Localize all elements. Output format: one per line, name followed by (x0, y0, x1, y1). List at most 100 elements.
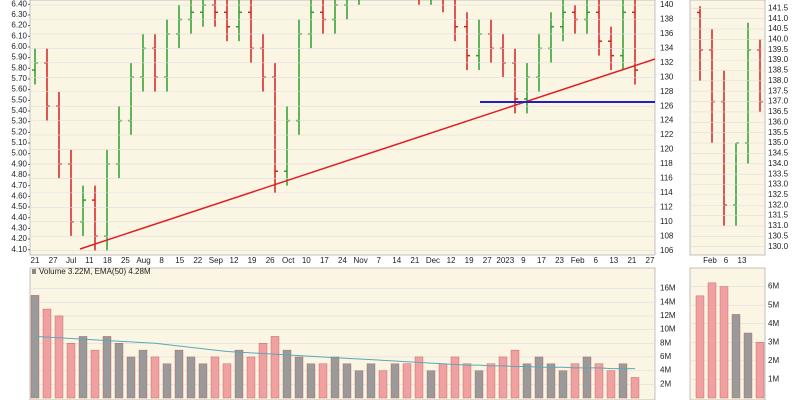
x-tick-label: Nov (353, 256, 367, 265)
y-tick-label: 118 (660, 159, 673, 168)
left-tick-label: 4.20 (11, 234, 27, 243)
x-tick-label: Oct (282, 256, 295, 265)
volume-bar (174, 349, 184, 399)
left-tick-label: 5.30 (11, 117, 27, 126)
x-tick-label: 19 (248, 256, 257, 265)
y-tick-label: 139.0 (768, 55, 789, 64)
x-tick-label: Sep (209, 256, 224, 265)
x-tick-label: Jul (66, 256, 76, 265)
volume-bar (534, 356, 544, 399)
volume-bar (246, 356, 256, 399)
left-tick-label: 5.10 (11, 138, 27, 147)
y-tick-label: 120 (660, 145, 674, 154)
volume-bar (258, 343, 268, 399)
volume-bar (234, 349, 244, 399)
left-tick-label: 4.10 (11, 245, 27, 254)
volume-bar (390, 363, 400, 399)
x-tick-label: 21 (410, 256, 419, 265)
y-tick-label: 138.0 (768, 76, 789, 85)
price-panel (29, 0, 656, 256)
volume-bar (186, 356, 196, 399)
y-tick-label: 134.0 (768, 159, 789, 168)
x-tick-label: Dec (426, 256, 440, 265)
volume-bar (54, 315, 64, 399)
left-tick-label: 6.20 (11, 21, 27, 30)
volume-bar (330, 356, 340, 399)
x-tick-label: 26 (266, 256, 275, 265)
x-tick-label: 17 (320, 256, 329, 265)
x-tick-label: 13 (609, 256, 618, 265)
y-tick-label: 140.0 (768, 34, 789, 43)
side-price-panel (689, 0, 766, 256)
left-tick-label: 4.80 (11, 170, 27, 179)
volume-bar (30, 295, 40, 399)
y-tick-label: 132.0 (768, 200, 789, 209)
left-tick-label: 4.50 (11, 202, 27, 211)
volume-bar (486, 363, 496, 399)
left-tick-label: 5.70 (11, 74, 27, 83)
volume-bar (582, 356, 592, 399)
volume-bar (755, 342, 765, 399)
y-tick-label: 132 (660, 58, 674, 67)
volume-bar (342, 363, 352, 399)
y-tick-label: 126 (660, 101, 674, 110)
x-tick-label: 7 (376, 256, 381, 265)
left-tick-label: 4.40 (11, 213, 27, 222)
volume-bar (414, 356, 424, 399)
left-tick-label: 4.70 (11, 181, 27, 190)
x-tick-label: 21 (627, 256, 636, 265)
y-tick-label: 128 (660, 87, 674, 96)
volume-bar (707, 282, 717, 399)
volume-tick-label: 4M (768, 319, 779, 328)
volume-bar (474, 370, 484, 399)
axes: 1061081101121141161181201221241261281301… (11, 0, 789, 399)
y-tick-label: 132.5 (768, 190, 789, 199)
y-tick-label: 135.0 (768, 138, 789, 147)
x-tick-label: 15 (175, 256, 184, 265)
volume-tick-label: 1M (768, 375, 779, 384)
y-tick-label: 138 (660, 15, 674, 24)
y-tick-label: 131.0 (768, 221, 789, 230)
y-tick-label: 140 (660, 0, 674, 9)
x-tick-label: 22 (193, 256, 202, 265)
x-tick-label: 17 (537, 256, 546, 265)
volume-bar (114, 343, 124, 399)
x-tick-label: 21 (31, 256, 40, 265)
volume-bar (426, 370, 436, 399)
volume-tick-label: 8M (660, 338, 671, 347)
left-tick-label: 4.90 (11, 159, 27, 168)
y-tick-label: 110 (660, 217, 673, 226)
x-tick-label: Aug (136, 256, 150, 265)
left-tick-label: 5.20 (11, 127, 27, 136)
y-tick-label: 116 (660, 174, 673, 183)
y-tick-label: 133.5 (768, 169, 789, 178)
volume-bar (102, 336, 112, 399)
volume-tick-label: 2M (768, 356, 779, 365)
left-tick-label: 5.00 (11, 149, 27, 158)
volume-bar (462, 363, 472, 399)
volume-bar (138, 349, 148, 399)
volume-tick-label: 3M (768, 337, 779, 346)
volume-bar (450, 356, 460, 399)
x-tick-label: 12 (447, 256, 456, 265)
x-tick-label: Feb (571, 256, 585, 265)
y-tick-label: 130 (660, 72, 674, 81)
volume-bar (198, 363, 208, 399)
y-tick-label: 139.5 (768, 45, 789, 54)
trend-line (79, 58, 656, 250)
x-tick-label: 9 (521, 256, 526, 265)
volume-bar (210, 356, 220, 399)
volume-bar (378, 370, 388, 399)
x-tick-label: 12 (230, 256, 239, 265)
volume-bar (306, 363, 316, 399)
volume-tick-label: 14M (660, 297, 676, 306)
volume-tick-label: 12M (660, 311, 676, 320)
y-tick-label: 135.5 (768, 128, 789, 137)
y-tick-label: 130.0 (768, 242, 789, 251)
y-tick-label: 140.5 (768, 24, 789, 33)
volume-bar (318, 363, 328, 399)
y-tick-label: 134 (660, 44, 674, 53)
x-tick-label: Feb (703, 256, 717, 265)
legend-icon (32, 269, 36, 274)
y-tick-label: 112 (660, 202, 673, 211)
